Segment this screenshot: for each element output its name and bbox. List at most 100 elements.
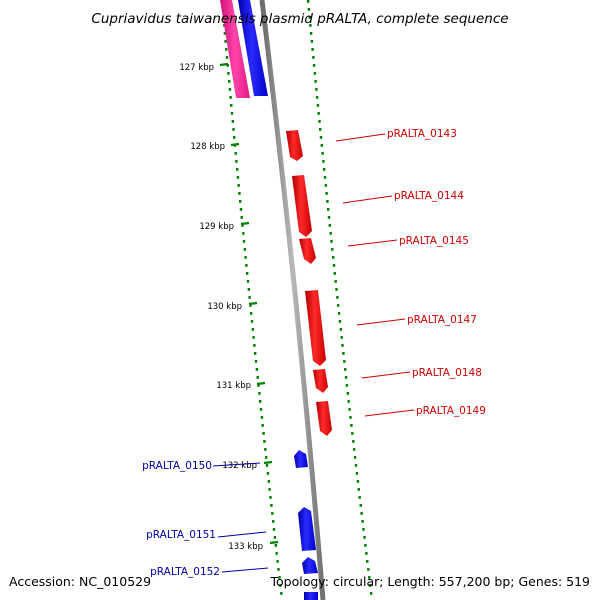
tick-dot — [261, 424, 264, 427]
tick-mark — [256, 381, 266, 386]
tick-dot — [265, 456, 268, 459]
tick-dot — [267, 480, 270, 483]
tick-dot — [264, 448, 267, 451]
tick-dot — [231, 120, 234, 123]
gene-label-pRALTA_0143[interactable]: pRALTA_0143 — [387, 128, 457, 140]
tick-dot — [308, 16, 311, 19]
tick-dot — [343, 360, 346, 363]
tick-dot — [315, 96, 319, 99]
gene-label-pRALTA_0150[interactable]: pRALTA_0150 — [142, 460, 212, 472]
tick-dot — [239, 208, 243, 211]
tick-dot — [241, 224, 244, 227]
tick-dot — [227, 72, 230, 75]
forward-genes — [286, 130, 332, 436]
tick-dot — [278, 576, 281, 579]
tick-dot — [324, 184, 327, 187]
tick-dot — [234, 152, 237, 155]
gene-arrow-pRALTA_0147[interactable] — [305, 290, 326, 366]
gene-arrow-pRALTA_0152[interactable] — [302, 557, 318, 574]
tick-dot — [237, 184, 240, 187]
reverse-genes — [294, 450, 318, 600]
tick-dot — [350, 424, 353, 427]
tick-dot — [225, 56, 229, 59]
outer-tick-dots — [307, 0, 373, 595]
tick-dot — [251, 328, 254, 331]
tick-dot — [273, 536, 277, 539]
tick-label: 129 kbp — [199, 222, 234, 232]
tick-dot — [238, 192, 241, 195]
gene-label-pRALTA_0145[interactable]: pRALTA_0145 — [399, 235, 469, 247]
tick-mark — [219, 62, 229, 67]
tick-dot — [230, 104, 233, 107]
tick-dot — [265, 464, 269, 467]
tick-dot — [316, 104, 320, 107]
tick-dot — [327, 216, 331, 219]
tick-dot — [242, 240, 246, 243]
feature-blue-band[interactable] — [238, 0, 268, 96]
gene-arrow-pRALTA_0143[interactable] — [286, 130, 303, 161]
tick-dot — [224, 40, 227, 43]
gene-arrow-pRALTA_0151[interactable] — [298, 507, 316, 551]
map-title: Cupriavidus taiwanensis plasmid pRALTA, … — [91, 11, 508, 27]
gene-arrow-pRALTA_0148[interactable] — [313, 369, 328, 393]
tick-dot — [314, 80, 317, 83]
gene-arrow-pRALTA_0149[interactable] — [316, 401, 332, 436]
tick-dot — [363, 536, 366, 539]
tick-dot — [323, 168, 326, 171]
tick-dot — [327, 208, 330, 211]
tick-dot — [310, 40, 314, 43]
gene-label-pRALTA_0149[interactable]: pRALTA_0149 — [416, 405, 486, 417]
tick-dot — [272, 520, 275, 523]
tick-dot — [225, 48, 228, 51]
tick-dot — [254, 352, 257, 355]
tick-dot — [228, 88, 232, 91]
tick-dot — [354, 464, 358, 467]
summary-text: Topology: circular; Length: 557,200 bp; … — [270, 574, 591, 589]
label-leader — [217, 531, 267, 538]
tick-dot — [319, 128, 322, 131]
tick-dot — [254, 360, 258, 363]
gene-arrow-pRALTA_0144[interactable] — [292, 175, 312, 237]
tick-dot — [262, 432, 265, 435]
label-leader — [335, 133, 386, 142]
tick-dot — [223, 32, 227, 35]
label-leader — [364, 409, 415, 417]
tick-dot — [255, 368, 259, 371]
tick-dot — [230, 112, 234, 115]
gene-arrow-pRALTA_0150[interactable] — [294, 450, 308, 468]
tick-dot — [336, 296, 339, 299]
tick-dot — [320, 144, 323, 147]
tick-dot — [352, 440, 355, 443]
reverse-gene-labels: pRALTA_0150 pRALTA_0151 pRALTA_0152 — [142, 460, 269, 578]
tick-dot — [325, 192, 328, 195]
tick-dot — [258, 392, 261, 395]
kbp-ticks: 127 kbp 128 kbp 129 kbp 130 kbp 131 kbp … — [179, 62, 279, 552]
tick-dot — [355, 472, 359, 475]
tick-dot — [344, 368, 347, 371]
tick-dot — [368, 576, 371, 579]
gene-label-pRALTA_0148[interactable]: pRALTA_0148 — [412, 367, 482, 379]
tick-dot — [240, 216, 243, 219]
feature-pink-band[interactable] — [220, 0, 250, 98]
label-leader — [356, 318, 406, 326]
gene-label-pRALTA_0144[interactable]: pRALTA_0144 — [394, 190, 464, 202]
tick-dot — [312, 56, 315, 59]
tick-dot — [280, 592, 283, 595]
tick-dot — [342, 352, 345, 355]
gene-label-pRALTA_0147[interactable]: pRALTA_0147 — [407, 314, 477, 326]
gene-label-pRALTA_0152[interactable]: pRALTA_0152 — [150, 566, 220, 578]
tick-dot — [309, 32, 313, 35]
tick-label: 127 kbp — [179, 63, 214, 73]
tick-dot — [307, 0, 310, 3]
tick-mark — [240, 221, 250, 226]
gene-arrow-pRALTA_0145[interactable] — [299, 238, 316, 264]
tick-dot — [321, 152, 324, 155]
tick-dot — [263, 440, 266, 443]
tick-mark — [248, 301, 258, 306]
tick-label: 132 kbp — [222, 461, 257, 471]
gene-block-bottom[interactable] — [304, 592, 318, 600]
gene-label-pRALTA_0151[interactable]: pRALTA_0151 — [146, 529, 216, 541]
tick-dot — [246, 280, 250, 283]
tick-dot — [361, 520, 364, 523]
